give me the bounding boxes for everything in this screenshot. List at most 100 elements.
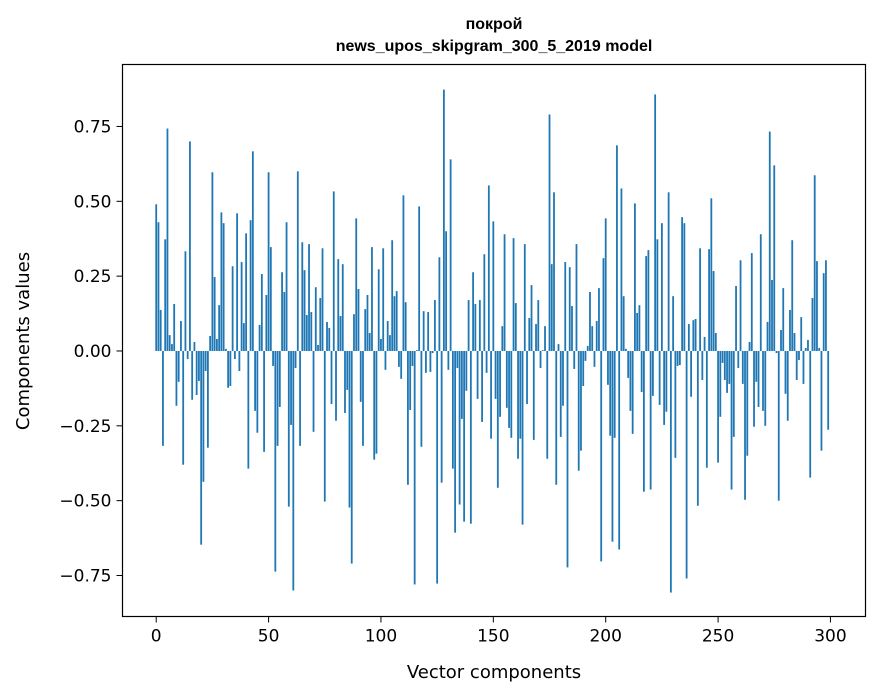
bar-132 [451,350,454,469]
bar-79 [332,191,335,351]
bar-253 [723,350,726,381]
bar-284 [793,333,796,351]
bar-120 [425,350,427,373]
bar-40 [245,233,248,351]
bar-274 [771,280,773,351]
bar-8 [173,303,176,351]
bar-144 [478,300,481,351]
bar-165 [526,350,528,404]
bar-266 [753,350,755,427]
bar-184 [568,267,571,351]
bar-270 [762,350,764,411]
bar-35 [233,350,236,360]
bar-61 [292,350,295,591]
bar-171 [539,350,542,369]
bar-235 [683,223,686,351]
bar-195 [593,350,596,367]
bar-77 [328,327,331,351]
bar-211 [629,350,632,411]
bar-210 [627,350,630,378]
bar-156 [505,350,508,408]
bar-98 [375,350,378,454]
bar-105 [391,240,394,351]
y-tick-label: 0.50 [74,192,112,212]
bar-202 [609,350,612,436]
bar-129 [445,231,448,351]
bar-102 [384,350,387,370]
bar-174 [546,350,549,459]
bar-49 [265,294,268,351]
bar-297 [822,273,825,351]
bar-162 [519,350,522,439]
bar-66 [303,270,306,351]
bar-248 [712,271,715,351]
y-tick-label: 0.00 [74,342,112,362]
bar-207 [620,188,623,351]
bar-287 [800,317,803,351]
bar-1 [157,222,160,351]
bar-80 [335,350,337,421]
bar-36 [236,213,239,351]
bar-280 [784,350,787,394]
bar-275 [773,165,776,351]
bar-27 [215,339,218,351]
bar-227 [665,350,668,412]
bar-107 [395,291,398,351]
bar-208 [622,296,625,351]
bar-141 [472,272,474,351]
bar-31 [224,348,227,351]
bar-218 [645,256,648,351]
bar-89 [355,218,358,351]
bar-205 [616,145,618,351]
bar-234 [681,217,684,351]
bar-58 [285,222,288,351]
bar-84 [344,350,346,413]
x-axis-label: Vector components [407,662,581,683]
y-tick-label: 0.25 [74,267,112,287]
bar-82 [339,315,342,351]
bar-21 [202,350,205,482]
bar-261 [741,350,744,384]
bar-95 [368,333,371,351]
bar-93 [364,309,367,351]
bar-56 [281,272,283,351]
bar-199 [602,258,605,351]
y-tick-label: −0.50 [59,492,111,512]
bar-198 [600,350,603,562]
bar-252 [721,350,724,363]
bar-52 [272,350,274,366]
bar-134 [456,350,459,369]
bar-128 [442,89,445,351]
bar-180 [559,350,562,437]
bar-244 [703,336,706,351]
bar-249 [714,333,717,351]
bar-204 [613,350,616,438]
bar-70 [312,350,315,432]
bar-68 [308,244,310,351]
bar-4 [164,239,167,351]
bar-142 [474,303,477,351]
bar-223 [656,239,659,351]
bar-170 [537,300,540,351]
plot-frame [121,63,867,618]
bar-87 [350,350,353,564]
bar-29 [220,212,223,351]
bar-163 [521,350,524,525]
bar-292 [811,297,814,351]
bar-90 [357,289,360,351]
bar-158 [510,350,513,438]
bar-12 [182,350,185,465]
bar-123 [431,350,434,354]
bar-213 [634,203,636,351]
bar-86 [348,350,351,508]
bar-159 [512,238,515,351]
bar-130 [447,350,450,370]
bar-108 [398,350,400,367]
bar-194 [591,326,594,351]
bar-153 [499,350,501,417]
bar-269 [759,234,762,351]
bar-220 [649,350,652,490]
bar-299 [827,350,830,430]
bar-268 [757,350,760,407]
y-tick-label: −0.75 [59,566,111,586]
